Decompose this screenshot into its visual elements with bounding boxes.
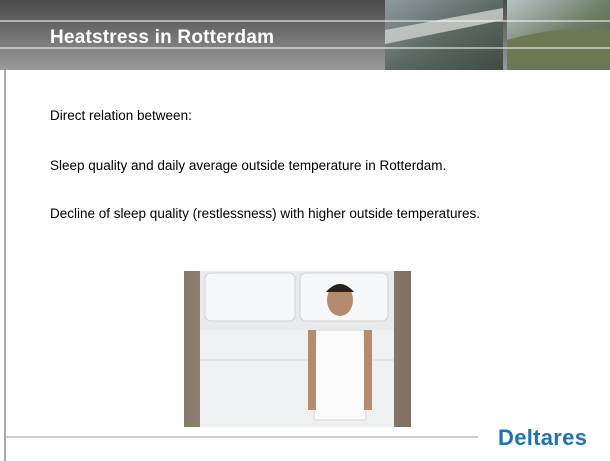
paragraph: Decline of sleep quality (restlessness) …	[50, 206, 480, 221]
bed-photo	[184, 271, 411, 427]
header-band	[0, 0, 610, 70]
logo: Deltares	[498, 425, 588, 450]
slide-title: Heatstress in Rotterdam	[50, 27, 275, 48]
paragraph: Direct relation between:	[50, 108, 192, 123]
paragraph: Sleep quality and daily average outside …	[50, 158, 447, 173]
